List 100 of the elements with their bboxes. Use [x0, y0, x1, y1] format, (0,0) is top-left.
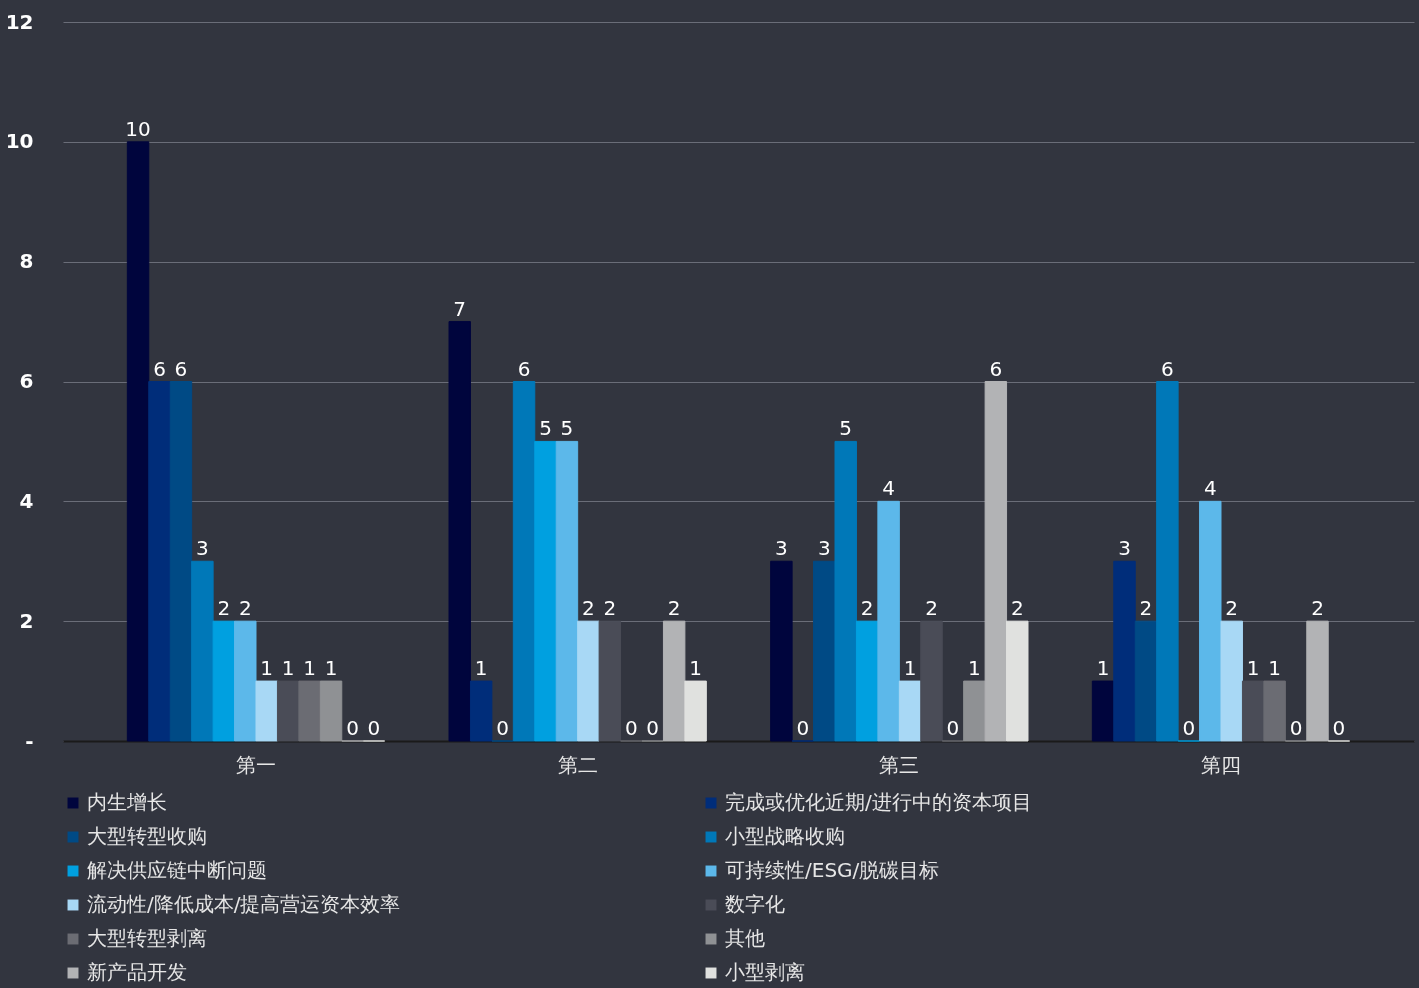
- data-label: 6: [153, 356, 166, 381]
- data-label: 0: [1332, 716, 1346, 740]
- bar: [770, 560, 793, 742]
- legend-label: 新产品开发: [87, 960, 187, 984]
- data-label: 1: [260, 656, 274, 681]
- data-label: 1: [474, 656, 488, 681]
- data-label: 0: [346, 716, 359, 740]
- legend-label: 数字化: [725, 892, 785, 916]
- bar: [877, 500, 900, 742]
- bar: [512, 381, 536, 742]
- y-tick-label: 4: [19, 488, 34, 513]
- data-label: 3: [1118, 536, 1131, 561]
- data-label: 3: [775, 536, 788, 561]
- bar: [1306, 620, 1329, 742]
- bar: [984, 381, 1008, 742]
- data-label: 1: [903, 656, 917, 681]
- bar: [684, 680, 707, 742]
- bar: [898, 680, 922, 742]
- y-tick-label: 6: [19, 369, 34, 393]
- bar: [662, 620, 686, 742]
- data-label: 3: [196, 536, 209, 561]
- data-label: 2: [667, 596, 681, 621]
- data-label: 5: [839, 416, 853, 441]
- legend-label: 完成或优化近期/进行中的资本项目: [725, 790, 1032, 814]
- data-label: 0: [624, 716, 638, 740]
- data-label: 2: [1010, 596, 1024, 621]
- bar: [963, 680, 986, 742]
- bar: [234, 620, 257, 742]
- data-label: 0: [367, 716, 381, 740]
- data-label: 2: [582, 596, 595, 621]
- data-label: 4: [882, 476, 895, 501]
- bar: [1156, 381, 1179, 742]
- bar: [469, 680, 493, 742]
- x-tick-label: 第二: [557, 752, 598, 777]
- bar: [1113, 560, 1136, 742]
- x-tick-label: 第四: [1201, 752, 1241, 777]
- legend-label: 小型剥离: [725, 960, 805, 984]
- bar: [191, 560, 214, 742]
- data-label: 4: [1203, 476, 1217, 501]
- bar: [1220, 620, 1243, 742]
- data-label: 2: [1139, 596, 1153, 621]
- y-tick-label: -: [25, 728, 34, 753]
- data-label: 1: [689, 656, 702, 681]
- bar: [598, 620, 622, 742]
- data-label: 10: [125, 116, 151, 141]
- bar: [1006, 620, 1029, 742]
- data-label: 3: [817, 536, 831, 561]
- data-label: 2: [1225, 596, 1239, 621]
- data-label: 0: [496, 716, 509, 740]
- legend-label: 内生增长: [87, 790, 167, 814]
- x-tick-label: 第三: [879, 752, 920, 777]
- bar: [813, 560, 836, 742]
- data-label: 2: [217, 596, 231, 621]
- bar: [148, 381, 171, 742]
- bar: [1091, 680, 1115, 742]
- data-label: 1: [303, 656, 316, 681]
- legend-label: 其他: [725, 926, 765, 950]
- bar: [255, 680, 278, 742]
- y-tick-label: 10: [5, 129, 34, 154]
- bar: [276, 680, 300, 742]
- bar: [920, 620, 943, 742]
- data-label: 1: [1096, 656, 1110, 681]
- bar: [319, 680, 343, 742]
- legend-label: 可持续性/ESG/脱碳目标: [725, 858, 940, 882]
- y-tick-label: 12: [5, 9, 34, 34]
- bar: [1241, 680, 1265, 742]
- bar: [169, 381, 193, 742]
- bar: [298, 680, 321, 742]
- data-label: 2: [860, 596, 874, 621]
- legend-label: 大型转型剥离: [87, 926, 207, 950]
- bar: [1199, 500, 1222, 742]
- data-label: 2: [1311, 596, 1324, 621]
- data-label: 0: [646, 716, 660, 740]
- data-label: 1: [968, 656, 981, 681]
- legend-label: 小型战略收购: [725, 824, 845, 848]
- bar: [534, 440, 557, 742]
- data-label: 6: [1161, 356, 1174, 381]
- bar: [448, 321, 471, 742]
- data-label: 7: [453, 296, 467, 321]
- data-label: 1: [324, 656, 338, 681]
- data-label: 1: [1246, 656, 1260, 681]
- data-label: 6: [989, 356, 1003, 381]
- data-label: 0: [946, 716, 960, 740]
- y-tick-label: 2: [19, 608, 34, 633]
- x-tick-label: 第一: [236, 752, 276, 777]
- data-label: 0: [1182, 716, 1196, 740]
- bar: [577, 620, 600, 742]
- legend-label: 解决供应链中断问题: [87, 858, 267, 882]
- data-label: 5: [539, 416, 552, 441]
- data-label: 1: [281, 656, 295, 681]
- legend-label: 大型转型收购: [87, 824, 207, 848]
- legend-label: 流动性/降低成本/提高营运资本效率: [87, 892, 401, 916]
- data-label: 2: [603, 596, 617, 621]
- bar: [1263, 680, 1286, 742]
- data-label: 0: [1289, 716, 1303, 740]
- bar: [834, 440, 857, 742]
- data-label: 5: [560, 416, 574, 441]
- data-label: 0: [796, 716, 810, 740]
- data-label: 2: [238, 596, 252, 621]
- bar: [555, 440, 579, 742]
